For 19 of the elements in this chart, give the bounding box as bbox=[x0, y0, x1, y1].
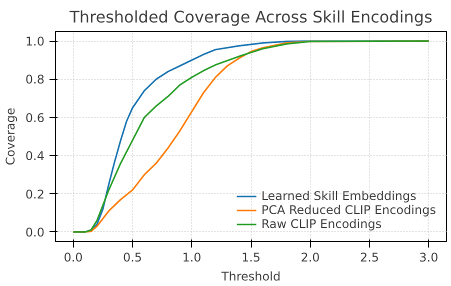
x-tick-label: 0.5 bbox=[122, 250, 142, 264]
chart-title: Thresholded Coverage Across Skill Encodings bbox=[68, 8, 432, 26]
y-tick-label: 0.0 bbox=[25, 225, 45, 240]
y-tick-label: 0.6 bbox=[25, 110, 45, 125]
legend-label: PCA Reduced CLIP Encodings bbox=[261, 203, 436, 217]
y-axis-title: Coverage bbox=[3, 108, 18, 166]
y-tick-label: 0.2 bbox=[25, 187, 45, 202]
x-tick-label: 1.0 bbox=[182, 250, 202, 264]
y-tick-label: 0.8 bbox=[25, 72, 45, 87]
legend-label: Learned Skill Embeddings bbox=[261, 189, 416, 203]
x-tick-label: 2.0 bbox=[300, 250, 320, 264]
x-tick-label: 3.0 bbox=[419, 250, 438, 264]
y-tick-label: 0.4 bbox=[25, 149, 45, 164]
x-axis-title: Threshold bbox=[220, 270, 281, 284]
legend-label: Raw CLIP Encodings bbox=[261, 217, 382, 231]
x-tick-label: 0.0 bbox=[64, 250, 83, 264]
x-tick-label: 1.5 bbox=[241, 250, 261, 264]
y-tick-label: 1.0 bbox=[25, 34, 45, 49]
x-tick-label: 2.5 bbox=[360, 250, 380, 264]
